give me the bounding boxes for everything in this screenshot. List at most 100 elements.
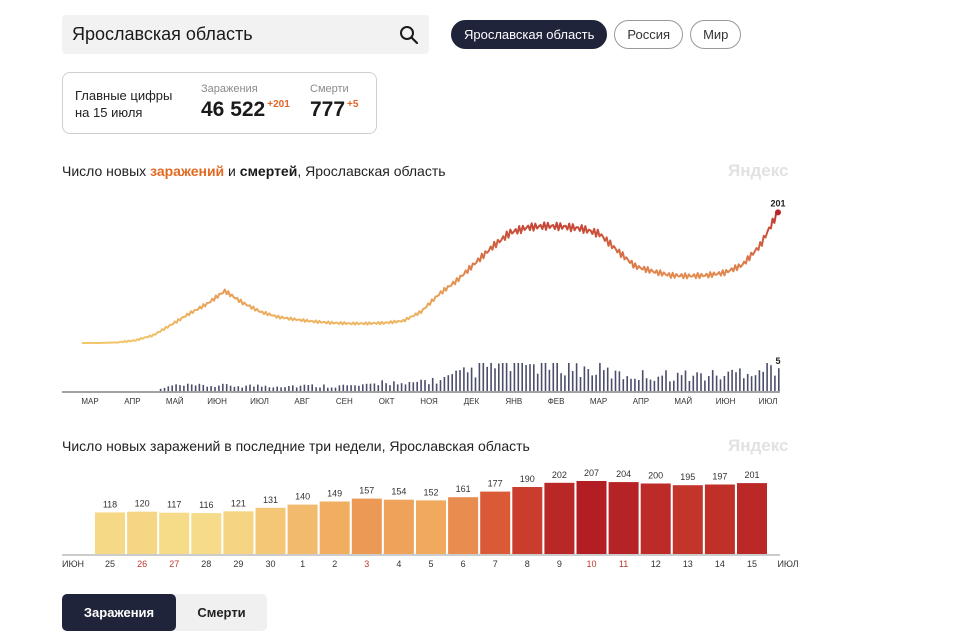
bar-xlabel-right: ИЮЛ xyxy=(777,559,798,569)
death-bar xyxy=(649,379,652,391)
death-bar xyxy=(342,384,345,391)
death-bar xyxy=(369,383,372,391)
death-bar xyxy=(377,385,380,391)
deaths-stat: Смерти 777 +5 xyxy=(310,83,358,122)
death-bar xyxy=(723,376,726,391)
month-labels: МАР АПР МАЙ ИЮН ИЮЛ АВГ СЕН ОКТ НОЯ ДЕК ЯНВ ФЕВ МАР А… xyxy=(81,397,777,406)
bar-category-label: 27 xyxy=(169,559,179,569)
bar-category-label: 3 xyxy=(364,559,369,569)
bar-category-label: 10 xyxy=(586,559,596,569)
death-bar xyxy=(420,379,422,391)
death-bar xyxy=(327,387,329,391)
death-bar xyxy=(766,363,768,391)
search-icon[interactable] xyxy=(399,25,419,45)
bar xyxy=(544,482,575,554)
bar-value-label: 202 xyxy=(552,470,567,480)
bar-category-label: 28 xyxy=(201,559,211,569)
death-bar xyxy=(428,384,430,391)
death-bar xyxy=(249,384,251,391)
death-bar xyxy=(284,387,286,391)
death-bar xyxy=(591,375,593,391)
bar xyxy=(287,504,318,554)
month-label: ИЮЛ xyxy=(250,397,269,406)
death-bar xyxy=(319,387,321,391)
death-bar xyxy=(544,363,547,391)
bar xyxy=(737,483,767,554)
death-bar xyxy=(439,380,442,391)
bar-category-label: 30 xyxy=(265,559,275,569)
bar-category-label: 8 xyxy=(525,559,530,569)
death-bar xyxy=(330,387,333,391)
death-bar xyxy=(661,375,663,391)
death-bar xyxy=(583,366,586,391)
month-label: НОЯ xyxy=(420,397,438,406)
death-bar xyxy=(762,371,764,391)
death-bar xyxy=(354,385,356,391)
death-bar xyxy=(346,385,348,391)
month-label: МАЙ xyxy=(166,397,184,406)
death-bar xyxy=(571,371,574,391)
death-bar xyxy=(509,371,512,391)
death-bar xyxy=(416,381,418,391)
death-bar xyxy=(711,370,714,391)
deaths-bars xyxy=(159,363,780,391)
death-bar xyxy=(292,385,294,391)
bar-value-label: 190 xyxy=(520,474,535,484)
death-bar xyxy=(257,384,259,391)
bar-x-labels: 25 26 27 28 29 30 1 2 3 4 5 6 7 8 9 10 11 12 13 14 15 xyxy=(105,559,757,569)
bar-value-label: 117 xyxy=(167,500,181,510)
death-bar xyxy=(778,368,780,391)
death-bar xyxy=(187,383,189,391)
death-bar xyxy=(614,370,617,391)
tab-deaths[interactable]: Смерти xyxy=(197,605,246,620)
bar-value-label: 204 xyxy=(616,469,631,479)
tab-infections[interactable]: Заражения xyxy=(62,594,176,631)
bar-value-label: 140 xyxy=(295,492,310,502)
month-label: ДЕК xyxy=(464,397,480,406)
yandex-watermark-2: Яндекс xyxy=(728,436,789,455)
bar xyxy=(223,511,254,554)
death-bar xyxy=(358,385,360,391)
tab-russia[interactable]: Россия xyxy=(614,20,684,49)
bar-category-label: 9 xyxy=(557,559,562,569)
death-bar xyxy=(459,370,461,391)
infections-end-point xyxy=(775,209,781,216)
bar-value-label: 118 xyxy=(103,499,117,509)
bar-category-label: 7 xyxy=(493,559,498,569)
death-bar xyxy=(630,378,632,391)
infections-label: Заражения xyxy=(201,83,258,95)
bar-category-label: 4 xyxy=(396,559,401,569)
month-label: АПР xyxy=(124,397,140,406)
title-part-5: , Ярославская область xyxy=(297,163,446,179)
bar-value-label: 161 xyxy=(456,484,471,494)
bar-category-label: 2 xyxy=(332,559,337,569)
death-bar xyxy=(303,384,306,391)
bar-chart-title: Число новых заражений в последние три не… xyxy=(62,438,530,454)
bar-category-label: 1 xyxy=(300,559,305,569)
bar xyxy=(191,513,222,554)
tab-world[interactable]: Мир xyxy=(690,20,742,49)
death-bar xyxy=(684,370,687,391)
month-label: ЯНВ xyxy=(505,397,522,406)
month-label: ОКТ xyxy=(379,397,395,406)
tab-region[interactable]: Ярославская область xyxy=(451,20,608,49)
death-bar xyxy=(350,385,352,391)
death-bar xyxy=(171,385,173,391)
death-bar xyxy=(431,378,434,391)
death-bar xyxy=(618,371,621,391)
death-bar xyxy=(435,383,438,391)
death-bar xyxy=(190,384,193,391)
death-bar xyxy=(634,378,636,391)
bar xyxy=(576,481,607,554)
bar-value-label: 116 xyxy=(199,500,213,510)
infections-delta: +201 xyxy=(267,99,290,110)
death-bar xyxy=(373,383,376,391)
bar-value-label: 157 xyxy=(359,486,374,496)
death-bar xyxy=(669,381,671,391)
search-input[interactable] xyxy=(72,15,392,54)
bar xyxy=(319,501,350,554)
bar xyxy=(640,483,671,554)
death-bar xyxy=(307,385,310,391)
death-bar xyxy=(198,383,201,391)
bars: 118 120 117 116 121 131 140 149 157 154 152 161 177 1… xyxy=(95,468,767,554)
